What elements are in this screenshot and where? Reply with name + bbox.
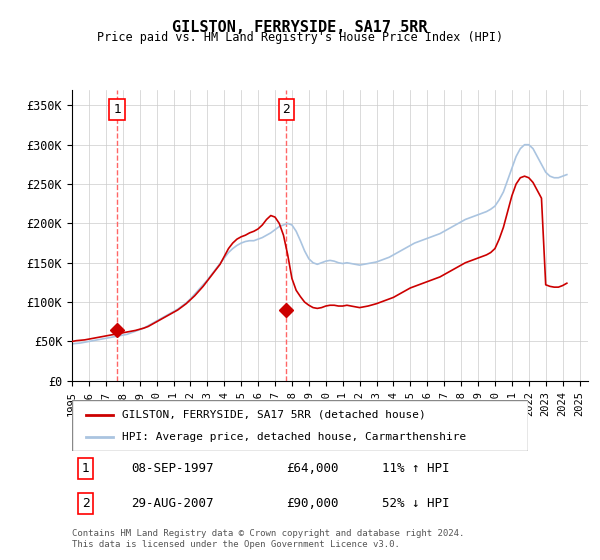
Text: GILSTON, FERRYSIDE, SA17 5RR: GILSTON, FERRYSIDE, SA17 5RR: [172, 20, 428, 35]
Text: 1: 1: [82, 462, 89, 475]
Text: 2: 2: [283, 103, 290, 116]
Text: HPI: Average price, detached house, Carmarthenshire: HPI: Average price, detached house, Carm…: [122, 432, 466, 442]
Text: £64,000: £64,000: [286, 462, 339, 475]
Text: GILSTON, FERRYSIDE, SA17 5RR (detached house): GILSTON, FERRYSIDE, SA17 5RR (detached h…: [122, 409, 426, 419]
Text: 52% ↓ HPI: 52% ↓ HPI: [382, 497, 449, 510]
Text: Contains HM Land Registry data © Crown copyright and database right 2024.
This d: Contains HM Land Registry data © Crown c…: [72, 529, 464, 549]
Text: 08-SEP-1997: 08-SEP-1997: [131, 462, 214, 475]
Text: 1: 1: [113, 103, 121, 116]
Text: 29-AUG-2007: 29-AUG-2007: [131, 497, 214, 510]
Text: 2: 2: [82, 497, 89, 510]
Text: £90,000: £90,000: [286, 497, 339, 510]
Text: Price paid vs. HM Land Registry's House Price Index (HPI): Price paid vs. HM Land Registry's House …: [97, 31, 503, 44]
Text: 11% ↑ HPI: 11% ↑ HPI: [382, 462, 449, 475]
FancyBboxPatch shape: [72, 400, 528, 451]
